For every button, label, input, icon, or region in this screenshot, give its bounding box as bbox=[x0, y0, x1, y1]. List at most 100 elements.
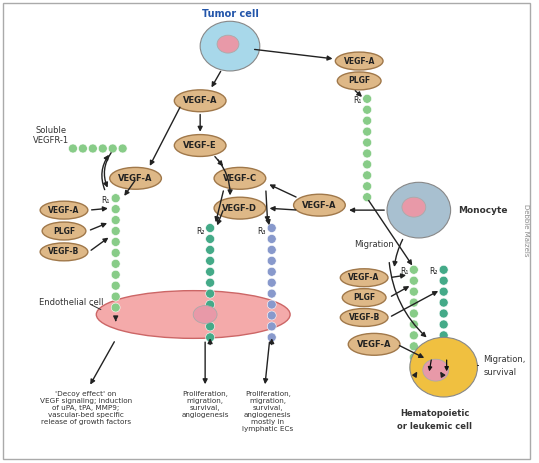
Circle shape bbox=[439, 331, 448, 340]
Circle shape bbox=[267, 311, 276, 320]
Ellipse shape bbox=[193, 306, 217, 324]
Circle shape bbox=[206, 278, 215, 287]
Circle shape bbox=[439, 364, 448, 373]
Text: VEGF-A: VEGF-A bbox=[183, 96, 217, 105]
Text: R₂: R₂ bbox=[196, 227, 204, 237]
Text: VEGF-A: VEGF-A bbox=[343, 56, 375, 66]
Ellipse shape bbox=[423, 359, 448, 381]
Ellipse shape bbox=[174, 90, 226, 112]
Ellipse shape bbox=[174, 135, 226, 156]
Text: R₁: R₁ bbox=[101, 196, 110, 205]
Circle shape bbox=[206, 333, 215, 342]
Circle shape bbox=[206, 322, 215, 331]
Circle shape bbox=[410, 320, 418, 329]
Ellipse shape bbox=[40, 243, 88, 261]
Circle shape bbox=[363, 105, 371, 114]
Ellipse shape bbox=[96, 291, 290, 338]
Text: VEGF-D: VEGF-D bbox=[223, 204, 258, 213]
Circle shape bbox=[206, 224, 215, 232]
Circle shape bbox=[111, 270, 120, 279]
Ellipse shape bbox=[340, 308, 388, 326]
Circle shape bbox=[267, 234, 276, 244]
Circle shape bbox=[111, 292, 120, 301]
Text: VEGF-A: VEGF-A bbox=[119, 174, 153, 183]
Circle shape bbox=[111, 248, 120, 257]
Circle shape bbox=[410, 342, 418, 351]
Circle shape bbox=[206, 257, 215, 265]
Circle shape bbox=[206, 311, 215, 320]
Circle shape bbox=[363, 160, 371, 169]
Text: R₂: R₂ bbox=[430, 267, 438, 276]
Circle shape bbox=[410, 309, 418, 318]
Circle shape bbox=[439, 276, 448, 285]
Circle shape bbox=[111, 281, 120, 290]
Text: VEGF-A: VEGF-A bbox=[349, 273, 380, 282]
Text: Endothelial cell: Endothelial cell bbox=[39, 298, 103, 307]
Text: Hematopoietic: Hematopoietic bbox=[400, 409, 469, 419]
Ellipse shape bbox=[402, 197, 426, 217]
Circle shape bbox=[410, 265, 418, 274]
Circle shape bbox=[410, 287, 418, 296]
Text: VEGF-B: VEGF-B bbox=[49, 247, 80, 257]
Circle shape bbox=[111, 226, 120, 236]
Circle shape bbox=[410, 353, 418, 362]
Text: VEGF-B: VEGF-B bbox=[349, 313, 380, 322]
Text: PLGF: PLGF bbox=[348, 76, 370, 85]
Circle shape bbox=[439, 287, 448, 296]
Circle shape bbox=[363, 193, 371, 202]
Text: Proliferation,
migration,
survival,
angiogenesis: Proliferation, migration, survival, angi… bbox=[182, 391, 229, 418]
Ellipse shape bbox=[387, 182, 451, 238]
Text: survival: survival bbox=[483, 368, 516, 377]
Ellipse shape bbox=[200, 21, 260, 71]
Circle shape bbox=[111, 205, 120, 213]
Text: Soluble
VEGFR-1: Soluble VEGFR-1 bbox=[33, 126, 69, 145]
Ellipse shape bbox=[335, 52, 383, 70]
Circle shape bbox=[78, 144, 87, 153]
Text: or leukemic cell: or leukemic cell bbox=[397, 422, 472, 432]
Circle shape bbox=[267, 322, 276, 331]
Circle shape bbox=[206, 300, 215, 309]
Text: R₁: R₁ bbox=[400, 267, 409, 276]
Ellipse shape bbox=[342, 288, 386, 307]
Circle shape bbox=[206, 267, 215, 276]
Circle shape bbox=[267, 333, 276, 342]
Text: PLGF: PLGF bbox=[53, 226, 75, 236]
Circle shape bbox=[410, 276, 418, 285]
Circle shape bbox=[267, 278, 276, 287]
Circle shape bbox=[267, 224, 276, 232]
Circle shape bbox=[363, 138, 371, 147]
Text: PLGF: PLGF bbox=[353, 293, 375, 302]
Circle shape bbox=[111, 238, 120, 246]
Circle shape bbox=[267, 267, 276, 276]
Circle shape bbox=[98, 144, 107, 153]
Text: VEGF-A: VEGF-A bbox=[49, 206, 80, 215]
Ellipse shape bbox=[42, 222, 86, 240]
Ellipse shape bbox=[337, 72, 381, 90]
Circle shape bbox=[410, 364, 418, 373]
Circle shape bbox=[111, 216, 120, 225]
Circle shape bbox=[439, 298, 448, 307]
Circle shape bbox=[108, 144, 117, 153]
Text: Tumor cell: Tumor cell bbox=[202, 9, 258, 19]
Text: R₁: R₁ bbox=[353, 96, 361, 105]
Text: 'Decoy effect' on
VEGF signaling; induction
of uPA, tPA, MMP9;
vascular-bed spec: 'Decoy effect' on VEGF signaling; induct… bbox=[40, 391, 132, 425]
Ellipse shape bbox=[348, 333, 400, 355]
Circle shape bbox=[267, 245, 276, 254]
Circle shape bbox=[363, 127, 371, 136]
Circle shape bbox=[206, 234, 215, 244]
Circle shape bbox=[439, 342, 448, 351]
Circle shape bbox=[111, 259, 120, 268]
Circle shape bbox=[206, 289, 215, 298]
Ellipse shape bbox=[110, 168, 161, 189]
Circle shape bbox=[439, 320, 448, 329]
Ellipse shape bbox=[40, 201, 88, 219]
Ellipse shape bbox=[217, 35, 239, 53]
Circle shape bbox=[439, 309, 448, 318]
Text: VEGF-C: VEGF-C bbox=[223, 174, 257, 183]
Circle shape bbox=[111, 194, 120, 203]
Text: VEGF-A: VEGF-A bbox=[302, 200, 337, 210]
Circle shape bbox=[363, 182, 371, 191]
Text: Proliferation,
migration,
survival,
angiogenesis
mostly in
lymphatic ECs: Proliferation, migration, survival, angi… bbox=[242, 391, 293, 432]
Circle shape bbox=[111, 303, 120, 312]
Circle shape bbox=[439, 265, 448, 274]
